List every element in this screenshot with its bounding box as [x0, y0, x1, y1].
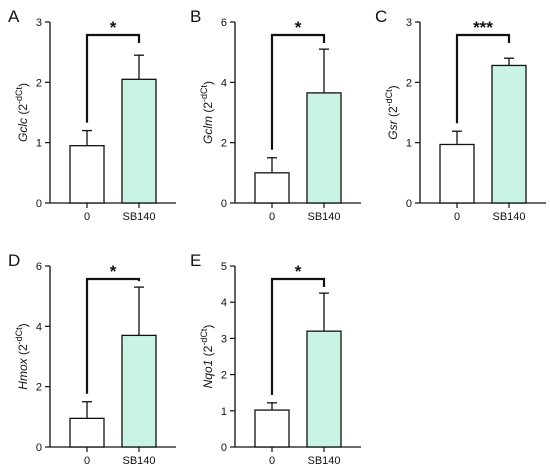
y-tick-label: 2 [36, 77, 42, 89]
y-tick-label: 0 [36, 442, 42, 454]
bar-control [69, 417, 105, 448]
y-tick-label: 0 [221, 198, 227, 210]
y-tick-label: 6 [36, 261, 42, 273]
y-tick-label: 4 [221, 297, 227, 309]
y-tick-label: 2 [406, 77, 412, 89]
significance-bracket [85, 277, 141, 394]
bar-sb140 [121, 334, 157, 448]
y-tick-label: 4 [36, 321, 42, 333]
y-tick-label: 5 [221, 261, 227, 273]
y-tick-label: 0 [406, 198, 412, 210]
panel-c: C 0 1 2 3 0 SB140 *** Gsr (2-dCt) [375, 7, 546, 223]
x-category-label: SB140 [307, 211, 340, 223]
panel-letter: B [190, 7, 201, 26]
significance-bracket [455, 33, 511, 124]
y-axis-label: Gsr (2-dCt) [384, 85, 400, 139]
y-axis-label: Nqo1 (2-dCt) [199, 325, 215, 389]
y-tick-label: 2 [221, 138, 227, 150]
y-axis-label: Gclm (2-dCt) [199, 81, 215, 144]
panel-letter: C [375, 7, 387, 26]
significance-bracket [270, 277, 326, 395]
panel-letter: E [190, 251, 201, 270]
x-category-label: 0 [269, 211, 275, 223]
y-tick-label: 3 [406, 17, 412, 29]
panel-e: E 0 1 2 3 4 5 0 SB140 * Nqo1 (2-dCt) [190, 251, 361, 467]
y-tick-label: 3 [221, 333, 227, 345]
x-category-label: SB140 [122, 211, 155, 223]
panel-b: B 0 2 4 6 0 SB140 * Gclm (2-dCt) [190, 7, 361, 223]
x-category-label: SB140 [307, 455, 340, 467]
y-tick-label: 0 [36, 198, 42, 210]
significance-bracket [270, 33, 326, 150]
significance-bracket [85, 33, 141, 123]
y-axis-label: Gclc (2-dCt) [14, 83, 30, 142]
x-category-label: 0 [454, 211, 460, 223]
x-category-label: SB140 [122, 455, 155, 467]
y-tick-label: 2 [221, 370, 227, 382]
y-tick-label: 3 [36, 17, 42, 29]
y-tick-label: 4 [221, 77, 227, 89]
panel-letter: A [8, 7, 20, 26]
panel-a: A 0 1 2 3 0 SB140 * Gclc (2-dCt) [8, 7, 176, 223]
significance-label: * [110, 262, 117, 281]
x-category-label: 0 [84, 455, 90, 467]
x-category-label: 0 [269, 455, 275, 467]
y-tick-label: 2 [36, 382, 42, 394]
y-tick-label: 6 [221, 17, 227, 29]
bar-sb140 [121, 78, 157, 204]
x-category-label: 0 [84, 211, 90, 223]
bar-sb140 [491, 64, 527, 204]
y-tick-label: 0 [221, 442, 227, 454]
significance-label: * [295, 262, 302, 281]
bar-sb140 [306, 330, 342, 448]
bar-control [254, 409, 290, 448]
y-tick-label: 1 [36, 138, 42, 150]
bar-control [69, 145, 105, 204]
y-tick-label: 1 [221, 406, 227, 418]
panel-d: D 0 2 4 6 0 SB140 * Hmox (2-dCt) [8, 251, 176, 467]
significance-label: * [295, 18, 302, 37]
significance-label: * [110, 18, 117, 37]
bar-control [254, 172, 290, 204]
bar-sb140 [306, 92, 342, 204]
significance-label: *** [473, 18, 493, 37]
bar-control [439, 143, 475, 204]
y-axis-label: Hmox (2-dCt) [14, 323, 30, 389]
panel-letter: D [8, 251, 20, 270]
x-category-label: SB140 [492, 211, 525, 223]
y-tick-label: 1 [406, 138, 412, 150]
